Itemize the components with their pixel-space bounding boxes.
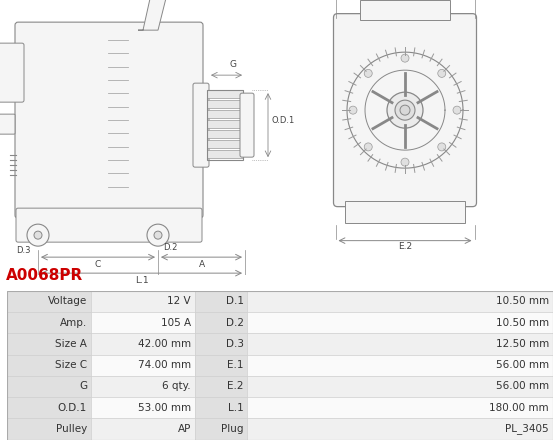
Bar: [7, 418, 91, 440]
Bar: [7, 397, 91, 418]
Text: G: G: [230, 60, 236, 69]
Bar: [345, 201, 465, 222]
Text: 12.50 mm: 12.50 mm: [496, 339, 549, 349]
Text: Pulley: Pulley: [56, 424, 87, 434]
Bar: [195, 291, 247, 312]
Bar: [207, 130, 243, 138]
Bar: [207, 150, 243, 158]
Bar: [195, 397, 247, 418]
Circle shape: [387, 92, 423, 128]
Text: A: A: [198, 260, 204, 269]
Text: D.3: D.3: [16, 246, 30, 255]
Bar: [91, 355, 195, 376]
Text: G: G: [79, 381, 87, 392]
Circle shape: [147, 224, 169, 246]
Text: 56.00 mm: 56.00 mm: [496, 360, 549, 370]
Text: O.D.1: O.D.1: [58, 403, 87, 412]
Text: 10.50 mm: 10.50 mm: [496, 318, 549, 328]
Text: 6 qty.: 6 qty.: [162, 381, 191, 392]
Circle shape: [27, 224, 49, 246]
Bar: [7, 376, 91, 397]
Bar: [195, 333, 247, 355]
Bar: [247, 418, 553, 440]
Bar: [7, 312, 91, 333]
Circle shape: [400, 105, 410, 115]
Text: 12 V: 12 V: [167, 297, 191, 306]
Text: 42.00 mm: 42.00 mm: [138, 339, 191, 349]
Circle shape: [34, 231, 42, 239]
Bar: [247, 376, 553, 397]
Bar: [91, 333, 195, 355]
Circle shape: [364, 69, 372, 77]
Text: Size C: Size C: [55, 360, 87, 370]
Bar: [207, 120, 243, 128]
Text: L.1: L.1: [135, 276, 148, 285]
Text: D.1: D.1: [0, 443, 1, 444]
FancyBboxPatch shape: [15, 22, 203, 218]
Circle shape: [438, 143, 446, 151]
Text: A0068PR: A0068PR: [6, 269, 83, 284]
Bar: [247, 333, 553, 355]
Text: Plug: Plug: [221, 424, 244, 434]
Bar: [247, 291, 553, 312]
Bar: [207, 140, 243, 148]
Text: 56.00 mm: 56.00 mm: [496, 381, 549, 392]
Bar: [7, 333, 91, 355]
FancyBboxPatch shape: [0, 114, 15, 134]
Circle shape: [364, 143, 372, 151]
Circle shape: [349, 106, 357, 114]
Text: 53.00 mm: 53.00 mm: [138, 403, 191, 412]
Bar: [207, 90, 243, 160]
Text: D.3: D.3: [226, 339, 244, 349]
Text: C: C: [95, 260, 101, 269]
FancyBboxPatch shape: [193, 83, 209, 167]
Text: E.1: E.1: [227, 360, 244, 370]
Text: Voltage: Voltage: [48, 297, 87, 306]
Circle shape: [453, 106, 461, 114]
Circle shape: [401, 54, 409, 62]
Bar: [195, 376, 247, 397]
Text: PL_3405: PL_3405: [505, 424, 549, 434]
Circle shape: [154, 231, 162, 239]
Bar: [360, 0, 450, 20]
Text: 180.00 mm: 180.00 mm: [489, 403, 549, 412]
Text: D.2: D.2: [226, 318, 244, 328]
FancyBboxPatch shape: [16, 208, 202, 242]
Bar: [91, 397, 195, 418]
FancyBboxPatch shape: [334, 14, 477, 206]
Bar: [91, 291, 195, 312]
Bar: [91, 312, 195, 333]
Bar: [195, 418, 247, 440]
Text: E.2: E.2: [227, 381, 244, 392]
Text: 10.50 mm: 10.50 mm: [496, 297, 549, 306]
Bar: [91, 376, 195, 397]
Text: 105 A: 105 A: [161, 318, 191, 328]
Text: AP: AP: [178, 424, 191, 434]
Circle shape: [438, 69, 446, 77]
Bar: [207, 110, 243, 118]
Bar: [195, 355, 247, 376]
Text: D.2: D.2: [163, 243, 178, 252]
Text: O.D.1: O.D.1: [271, 115, 294, 125]
Bar: [7, 355, 91, 376]
Bar: [207, 100, 243, 108]
Circle shape: [395, 100, 415, 120]
FancyBboxPatch shape: [240, 93, 254, 157]
Polygon shape: [138, 0, 168, 30]
Text: E.2: E.2: [398, 242, 412, 251]
Text: Size A: Size A: [55, 339, 87, 349]
Bar: [207, 90, 243, 98]
Bar: [7, 291, 91, 312]
Bar: [247, 312, 553, 333]
Text: D.1: D.1: [226, 297, 244, 306]
Bar: [195, 312, 247, 333]
Text: 74.00 mm: 74.00 mm: [138, 360, 191, 370]
FancyBboxPatch shape: [0, 43, 24, 102]
Text: Amp.: Amp.: [60, 318, 87, 328]
Bar: [247, 355, 553, 376]
Bar: [91, 418, 195, 440]
Text: L.1: L.1: [228, 403, 244, 412]
Bar: [247, 397, 553, 418]
Circle shape: [401, 158, 409, 166]
